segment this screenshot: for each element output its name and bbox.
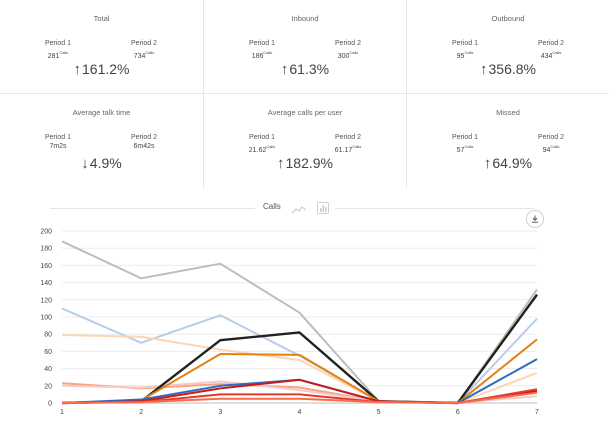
change: ↑64.9%: [407, 155, 609, 172]
period-1-label: Period 1: [44, 134, 72, 141]
chart-title: Calls: [263, 202, 281, 211]
y-tick-label: 20: [44, 383, 52, 390]
y-tick-label: 100: [40, 315, 52, 322]
stats-grid: Total Period 1 281Calls Period 2 734Calls …: [0, 0, 609, 188]
calls-line-chart: 0 20 40 60 80 100 120 140 160 180 200 1 2 3 4 5 6 7: [40, 229, 539, 417]
unit: Calls: [464, 144, 474, 149]
unit: Calls: [464, 50, 474, 55]
chart-header: Calls: [0, 198, 609, 218]
unit: Calls: [263, 50, 273, 55]
change-value: 4.9%: [89, 155, 122, 171]
stat-card-outbound: Outbound Period 1 95Calls Period 2 434Call…: [406, 0, 609, 94]
y-tick-label: 140: [40, 280, 52, 287]
period-2-label: Period 2: [537, 40, 565, 47]
y-tick-label: 120: [40, 297, 52, 304]
divider: [50, 208, 255, 209]
x-tick-label: 7: [535, 409, 539, 416]
arrow-down-icon: ↓: [81, 155, 89, 172]
stat-title: Total: [93, 14, 110, 23]
change-value: 64.9%: [492, 155, 533, 171]
unit: Calls: [552, 50, 562, 55]
series-line: [61, 391, 538, 404]
change-value: 182.9%: [285, 155, 333, 171]
unit: Calls: [352, 144, 362, 149]
download-button[interactable]: [526, 210, 544, 228]
period-1-label: Period 1: [451, 40, 479, 47]
period-2-value: 6m42s: [133, 143, 155, 150]
y-tick-label: 0: [48, 401, 52, 408]
arrow-up-icon: ↑: [483, 155, 492, 172]
stat-card-average-calls-per-user: Average calls per user Period 1 21.62Call…: [203, 94, 406, 188]
x-tick-label: 6: [456, 409, 460, 416]
arrow-up-icon: ↑: [480, 61, 488, 78]
period-1-value: 21.62: [248, 147, 267, 154]
period-2-value: 61.17: [334, 147, 353, 154]
divider: [335, 208, 535, 209]
stat-card-missed: Missed Period 1 57Calls Period 2 94Calls ↑…: [406, 94, 609, 188]
arrow-up-icon: ↑: [73, 61, 82, 78]
stat-card-total: Total Period 1 281Calls Period 2 734Calls …: [0, 0, 203, 94]
period-2-label: Period 2: [334, 40, 362, 47]
x-tick-label: 5: [377, 409, 381, 416]
line-chart-icon[interactable]: [291, 202, 307, 220]
y-tick-label: 180: [40, 246, 52, 253]
download-icon: [532, 215, 538, 223]
period-1-value: 186: [251, 53, 264, 60]
unit: Calls: [266, 144, 276, 149]
y-tick-label: 40: [44, 366, 52, 373]
period-1-value: 57: [456, 147, 465, 154]
stat-card-average-talk-time: Average talk time Period 1 7m2s Period 2 6…: [0, 94, 203, 188]
x-tick-label: 4: [298, 409, 302, 416]
x-tick-label: 3: [218, 409, 222, 416]
period-1-label: Period 1: [451, 134, 479, 141]
x-tick-label: 2: [139, 409, 143, 416]
unit: Calls: [145, 50, 155, 55]
period-2-label: Period 2: [537, 134, 565, 141]
stat-title: Missed: [496, 108, 520, 117]
period-2-value: 94: [542, 147, 551, 154]
change: ↑356.8%: [407, 61, 609, 78]
y-tick-label: 200: [40, 229, 52, 236]
stat-title: Inbound: [291, 14, 319, 23]
arrow-up-icon: ↑: [280, 61, 289, 78]
period-2-label: Period 2: [334, 134, 362, 141]
stat-title: Outbound: [491, 14, 525, 23]
period-2-value: 434: [540, 53, 553, 60]
period-2-label: Period 2: [130, 40, 158, 47]
unit: Calls: [349, 50, 359, 55]
period-1-label: Period 1: [248, 40, 276, 47]
change-value: 356.8%: [488, 61, 536, 77]
x-tick-label: 1: [60, 409, 64, 416]
arrow-up-icon: ↑: [277, 155, 285, 172]
period-2-label: Period 2: [130, 134, 158, 141]
unit: Calls: [550, 144, 560, 149]
period-1-label: Period 1: [248, 134, 276, 141]
change: ↑161.2%: [0, 61, 203, 78]
y-tick-label: 60: [44, 349, 52, 356]
stat-title: Average calls per user: [267, 108, 343, 117]
change: ↑61.3%: [204, 61, 406, 78]
stat-card-inbound: Inbound Period 1 186Calls Period 2 300Call…: [203, 0, 406, 94]
period-1-value: 281: [47, 53, 60, 60]
stat-title: Average talk time: [72, 108, 131, 117]
period-1-label: Period 1: [44, 40, 72, 47]
period-2-value: 300: [337, 53, 350, 60]
y-tick-label: 160: [40, 263, 52, 270]
change: ↓4.9%: [0, 155, 203, 172]
period-2-value: 734: [133, 53, 146, 60]
change: ↑182.9%: [204, 155, 406, 172]
y-tick-label: 80: [44, 332, 52, 339]
period-1-value: 7m2s: [49, 143, 67, 150]
change-value: 61.3%: [289, 61, 330, 77]
period-1-value: 95: [456, 53, 465, 60]
bar-chart-icon[interactable]: [317, 201, 329, 219]
unit: Calls: [59, 50, 69, 55]
change-value: 161.2%: [82, 61, 130, 77]
